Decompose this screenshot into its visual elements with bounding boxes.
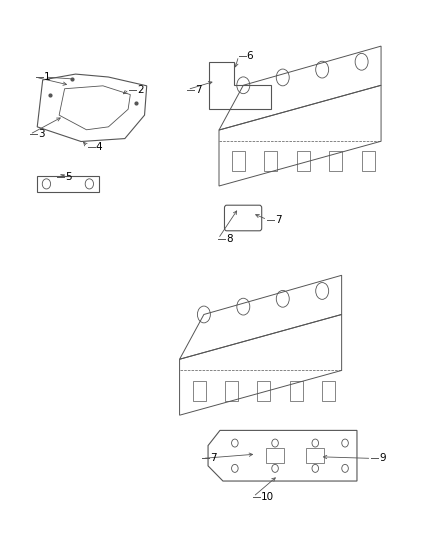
Bar — [225, 381, 238, 401]
Text: 4: 4 — [95, 142, 102, 151]
Text: 1: 1 — [44, 72, 50, 82]
Bar — [265, 151, 277, 172]
Bar — [266, 448, 284, 463]
Bar — [297, 151, 310, 172]
Bar — [362, 151, 374, 172]
Text: 7: 7 — [210, 454, 217, 463]
Text: 7: 7 — [195, 85, 202, 94]
Text: 10: 10 — [261, 492, 274, 502]
Bar — [193, 381, 205, 401]
Text: 2: 2 — [137, 85, 144, 94]
Text: 6: 6 — [247, 51, 253, 61]
Bar — [258, 381, 270, 401]
Bar — [322, 381, 335, 401]
Bar — [290, 381, 303, 401]
Bar — [306, 448, 324, 463]
Text: 9: 9 — [379, 454, 386, 463]
Text: 3: 3 — [38, 130, 44, 139]
Bar — [232, 151, 245, 172]
Bar — [329, 151, 342, 172]
Text: 5: 5 — [65, 173, 71, 182]
Text: 7: 7 — [275, 215, 282, 224]
Text: 8: 8 — [226, 234, 233, 244]
